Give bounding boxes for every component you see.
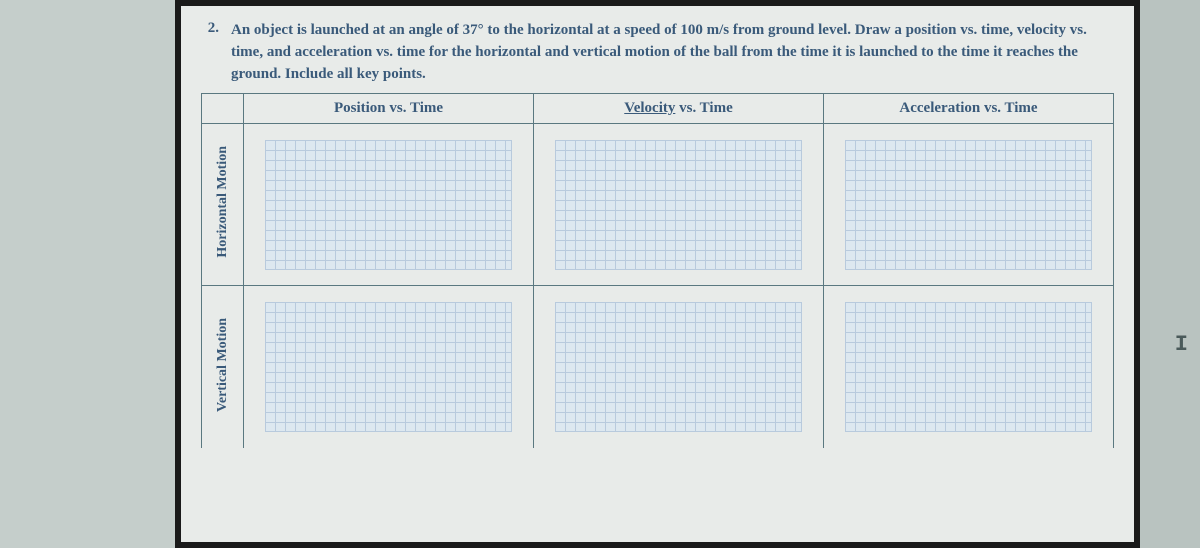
row-label-vertical: Vertical Motion: [215, 310, 231, 420]
row-label-horizontal: Horizontal Motion: [215, 138, 231, 266]
graph-grid-icon: [555, 140, 802, 270]
cell-v-acceleration: [824, 286, 1114, 448]
question-text: An object is launched at an angle of 37°…: [231, 20, 1114, 85]
row-vertical: Vertical Motion: [202, 286, 1114, 448]
cell-v-position: [244, 286, 534, 448]
question-block: 2. An object is launched at an angle of …: [201, 20, 1114, 85]
graph-grid-icon: [845, 140, 1092, 270]
question-number: 2.: [201, 20, 219, 85]
text-cursor-icon: I: [1175, 332, 1188, 357]
cell-h-velocity: [534, 124, 824, 286]
cell-h-acceleration: [824, 124, 1114, 286]
underlined-word: Velocity: [624, 100, 675, 116]
cell-v-velocity: [534, 286, 824, 448]
row-label-vertical-cell: Vertical Motion: [202, 286, 244, 448]
col-header-acceleration: Acceleration vs. Time: [824, 94, 1114, 124]
graph-grid-icon: [265, 140, 512, 270]
cell-h-position: [244, 124, 534, 286]
col-header-velocity: Velocity vs. Time: [534, 94, 824, 124]
corner-cell: [202, 94, 244, 124]
graph-grid-icon: [265, 302, 512, 432]
graph-table: Position vs. Time Velocity vs. Time Acce…: [201, 93, 1114, 448]
graph-grid-icon: [845, 302, 1092, 432]
worksheet-page: 2. An object is launched at an angle of …: [175, 0, 1140, 548]
left-margin: [0, 0, 175, 548]
col-header-position: Position vs. Time: [244, 94, 534, 124]
row-label-horizontal-cell: Horizontal Motion: [202, 124, 244, 286]
graph-grid-icon: [555, 302, 802, 432]
row-horizontal: Horizontal Motion: [202, 124, 1114, 286]
header-row: Position vs. Time Velocity vs. Time Acce…: [202, 94, 1114, 124]
